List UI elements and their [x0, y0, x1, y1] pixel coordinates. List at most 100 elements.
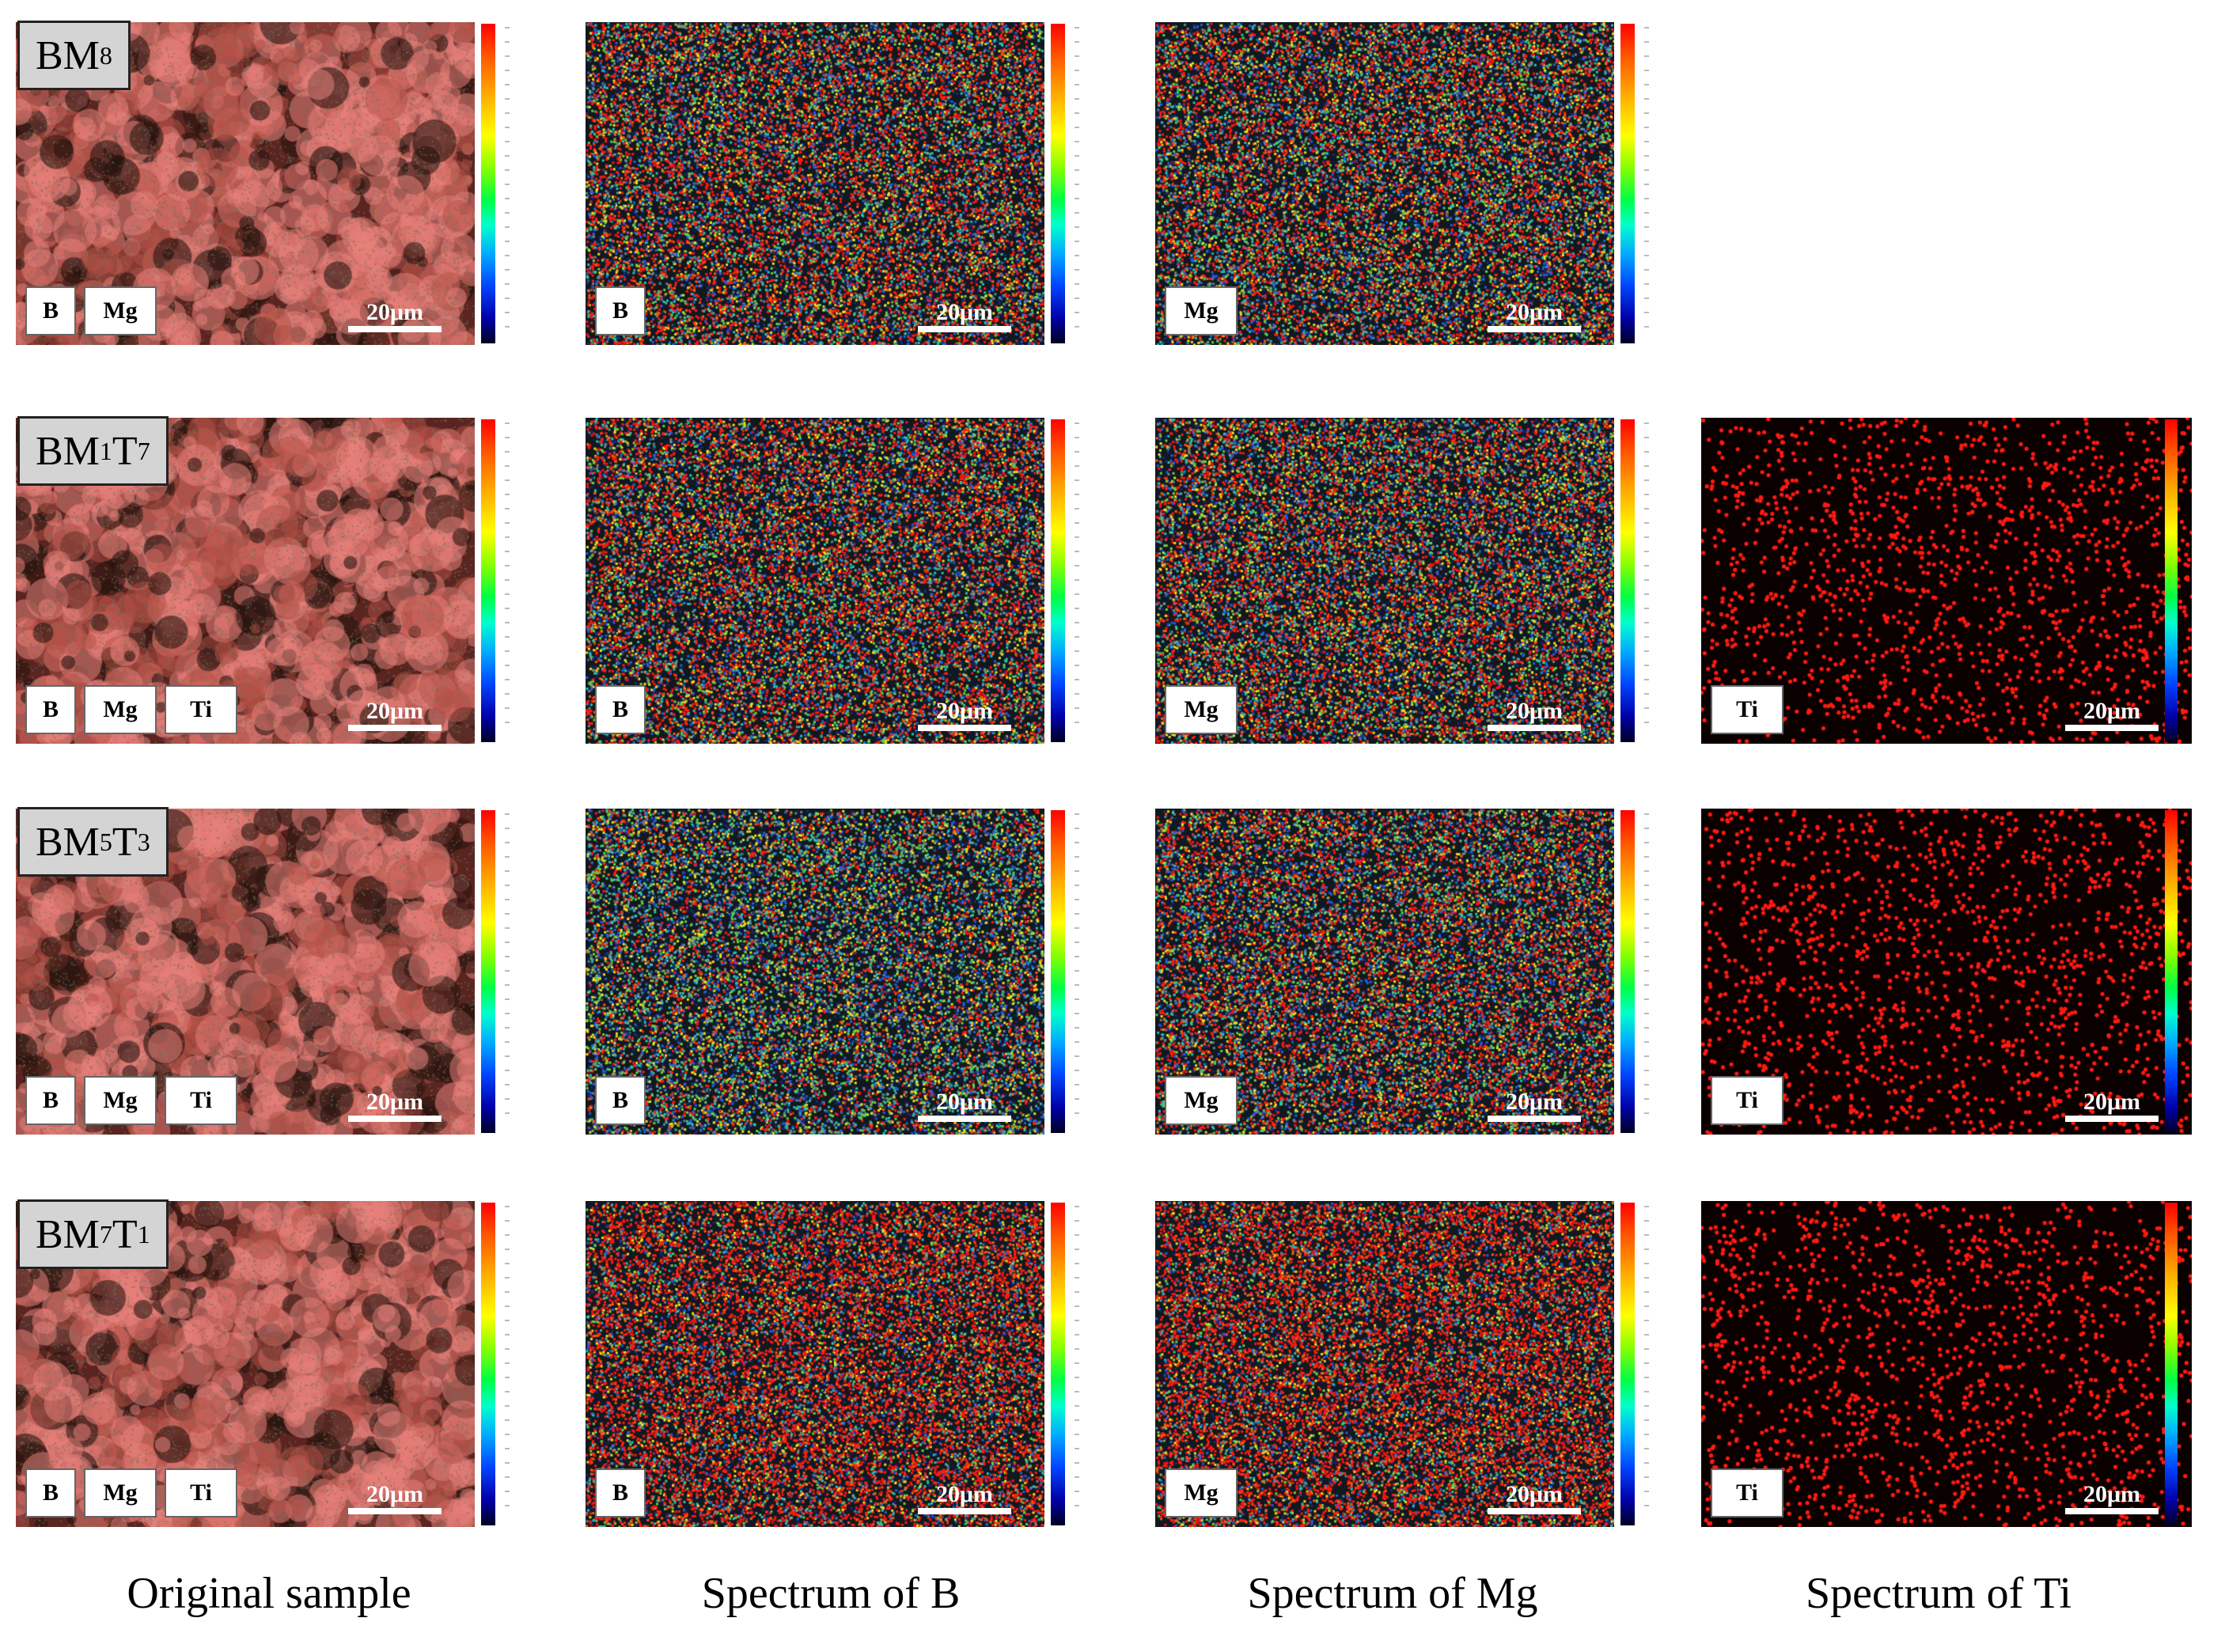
scale-bar-line	[348, 1116, 442, 1122]
color-scale-bar	[481, 810, 495, 1133]
color-scale-bar	[1620, 24, 1635, 343]
scale-bar-line	[348, 725, 442, 731]
color-scale-ticks	[1075, 27, 1079, 334]
map-panel-b-row1: B 20μm	[586, 22, 1044, 345]
scale-bar-label: 20μm	[1506, 1089, 1563, 1115]
scale-bar-label: 20μm	[366, 698, 423, 724]
scale-bar-line	[918, 1508, 1011, 1514]
scale-bar: 20μm	[2065, 1483, 2159, 1514]
label-subscript-2: 7	[137, 436, 150, 465]
color-scale-bar	[481, 1203, 495, 1525]
element-tag-b: B	[595, 286, 646, 335]
color-scale-ticks	[505, 422, 510, 733]
color-scale-bar	[2165, 1203, 2178, 1525]
map-panel-mg-row4: Mg 20μm	[1155, 1201, 1614, 1527]
caption-original-sample: Original sample	[127, 1569, 411, 1618]
color-scale-ticks	[1644, 27, 1649, 334]
map-image	[586, 418, 1044, 744]
scale-bar: 20μm	[348, 301, 442, 332]
scale-bar: 20μm	[348, 1090, 442, 1122]
scale-bar-label: 20μm	[936, 299, 993, 325]
color-scale-bar	[481, 419, 495, 742]
element-tag-b: B	[25, 1468, 76, 1517]
element-tag-mg: Mg	[1165, 286, 1238, 335]
scale-bar: 20μm	[1488, 1090, 1581, 1122]
scale-bar: 20μm	[348, 1483, 442, 1514]
color-scale-bar	[1620, 419, 1635, 742]
element-tag-mg: Mg	[84, 1468, 157, 1517]
scale-bar-line	[1488, 725, 1581, 731]
sample-label-row4: BM 7 T 1	[17, 1199, 169, 1269]
sample-label-row2: BM 1 T 7	[17, 416, 169, 486]
scale-bar-label: 20μm	[936, 1089, 993, 1115]
scale-bar-label: 20μm	[2083, 1481, 2140, 1507]
scale-bar-label: 20μm	[1506, 1481, 1563, 1507]
map-panel-b-row4: B 20μm	[586, 1201, 1044, 1527]
caption-spectrum-mg: Spectrum of Mg	[1247, 1569, 1538, 1618]
element-tag-b: B	[25, 286, 76, 335]
scale-bar-line	[348, 326, 442, 332]
scale-bar-label: 20μm	[1506, 698, 1563, 724]
element-tag-mg: Mg	[1165, 1076, 1238, 1125]
label-subscript-1: 1	[99, 436, 112, 465]
map-panel-ti-row4: Ti 20μm	[1701, 1201, 2192, 1527]
element-tag-b: B	[25, 685, 76, 734]
scale-bar: 20μm	[1488, 301, 1581, 332]
scale-bar-line	[2065, 725, 2159, 731]
label-mid: T	[112, 819, 138, 865]
color-scale-bar	[1051, 810, 1065, 1133]
label-subscript-2: 3	[137, 827, 150, 856]
scale-bar-label: 20μm	[366, 1089, 423, 1115]
scale-bar-line	[918, 725, 1011, 731]
color-scale-bar	[1051, 24, 1065, 343]
scale-bar-line	[2065, 1508, 2159, 1514]
color-scale-ticks	[1644, 813, 1649, 1123]
map-image	[586, 1201, 1044, 1527]
scale-bar: 20μm	[1488, 1483, 1581, 1514]
scale-bar-label: 20μm	[936, 698, 993, 724]
color-scale-ticks	[1075, 813, 1079, 1123]
scale-bar-label: 20μm	[1506, 299, 1563, 325]
color-scale-ticks	[505, 1206, 510, 1516]
scale-bar-label: 20μm	[366, 1481, 423, 1507]
scale-bar: 20μm	[1488, 699, 1581, 731]
color-scale-ticks	[505, 27, 510, 334]
label-mid: T	[112, 428, 138, 474]
color-scale-bar	[1051, 1203, 1065, 1525]
map-panel-mg-row1: Mg 20μm	[1155, 22, 1614, 345]
color-scale-ticks	[1075, 1206, 1079, 1516]
element-tag-ti: Ti	[165, 685, 237, 734]
scale-bar: 20μm	[348, 699, 442, 731]
element-tag-ti: Ti	[1711, 1468, 1783, 1517]
scale-bar-label: 20μm	[936, 1481, 993, 1507]
scale-bar-line	[1488, 1116, 1581, 1122]
scale-bar-line	[348, 1508, 442, 1514]
label-subscript-1: 7	[99, 1219, 112, 1248]
scale-bar: 20μm	[918, 1090, 1011, 1122]
element-tag-b: B	[595, 685, 646, 734]
caption-spectrum-b: Spectrum of B	[701, 1569, 961, 1618]
scale-bar: 20μm	[2065, 699, 2159, 731]
map-panel-ti-row2: Ti 20μm	[1701, 418, 2192, 744]
color-scale-ticks	[505, 813, 510, 1123]
label-mid: T	[112, 1211, 138, 1257]
scale-bar-line	[1488, 1508, 1581, 1514]
map-panel-ti-row3: Ti 20μm	[1701, 809, 2192, 1135]
map-panel-mg-row2: Mg 20μm	[1155, 418, 1614, 744]
label-prefix: BM	[36, 1211, 100, 1257]
map-image	[586, 809, 1044, 1135]
scale-bar: 20μm	[918, 301, 1011, 332]
scale-bar: 20μm	[918, 1483, 1011, 1514]
sample-label-row1: BM 8	[17, 21, 131, 90]
element-tag-ti: Ti	[1711, 1076, 1783, 1125]
color-scale-ticks	[1644, 422, 1649, 733]
sample-label-row3: BM 5 T 3	[17, 807, 169, 877]
caption-spectrum-ti: Spectrum of Ti	[1805, 1569, 2072, 1618]
scale-bar: 20μm	[2065, 1090, 2159, 1122]
map-panel-b-row3: B 20μm	[586, 809, 1044, 1135]
scale-bar-line	[1488, 326, 1581, 332]
color-scale-bar	[2165, 419, 2178, 742]
label-subscript-2: 1	[137, 1219, 150, 1248]
element-tag-mg: Mg	[1165, 685, 1238, 734]
label-prefix: BM	[36, 32, 100, 78]
